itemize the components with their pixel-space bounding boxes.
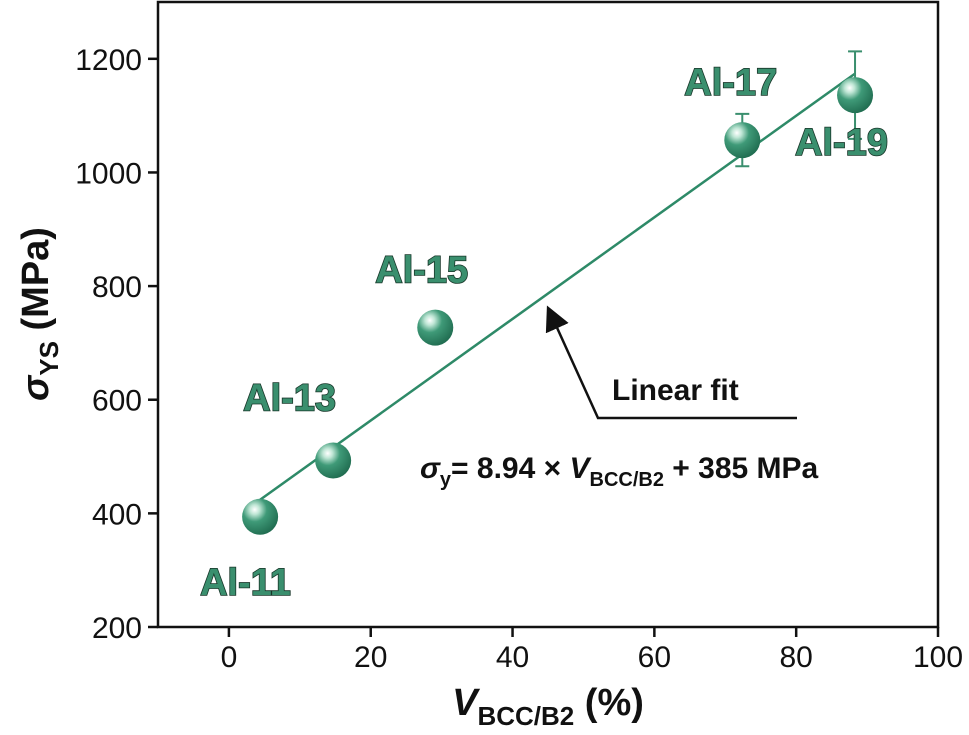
plot-frame: [156, 0, 940, 629]
y-axis-label-part: YS: [34, 341, 64, 376]
y-tick-label: 200: [92, 612, 142, 645]
point-label: Al-17: [684, 62, 777, 104]
x-axis-label-part: BCC/B2: [477, 701, 574, 731]
x-tick-label: 100: [913, 641, 963, 674]
y-tick-label: 600: [92, 385, 142, 418]
equation-part: σ: [420, 452, 441, 485]
point-label: Al-11: [200, 562, 291, 604]
y-axis-label: σYS (MPa): [15, 227, 64, 401]
y-tick-label: 800: [92, 271, 142, 304]
point-label: Al-19: [795, 122, 888, 164]
fit-label: Linear fit: [612, 374, 739, 407]
data-point: [837, 77, 874, 114]
fit-line: [259, 72, 856, 501]
equation-part: BCC/B2: [590, 469, 664, 491]
data-point: [724, 122, 761, 159]
annotation-leader: [545, 305, 797, 420]
equation: σy= 8.94 × VBCC/B2 + 385 MPa: [420, 452, 819, 491]
x-tick-label: 40: [496, 641, 529, 674]
x-tick-label: 20: [354, 641, 387, 674]
point-label: Al-13: [243, 378, 336, 420]
equation-part: V: [569, 452, 592, 485]
x-axis-label-part: V: [452, 682, 480, 724]
data-point: [417, 309, 454, 346]
y-tick-label: 1200: [75, 44, 142, 77]
y-tick-label: 400: [92, 498, 142, 531]
x-tick-label: 80: [779, 641, 812, 674]
data-point: [242, 498, 279, 535]
x-tick-label: 0: [221, 641, 238, 674]
data-point: [315, 442, 352, 479]
equation-part: + 385 MPa: [664, 452, 819, 485]
x-axis-label: VBCC/B2 (%): [452, 682, 644, 731]
point-label: Al-15: [375, 250, 468, 292]
equation-part: = 8.94 ×: [451, 452, 569, 485]
y-tick-label: 1000: [75, 157, 142, 190]
equation-part: y: [440, 469, 452, 491]
y-axis-label-part: σ: [15, 374, 57, 401]
x-tick-label: 60: [638, 641, 671, 674]
y-axis-label-part: (MPa): [15, 227, 57, 341]
x-axis-label-part: (%): [574, 682, 644, 724]
